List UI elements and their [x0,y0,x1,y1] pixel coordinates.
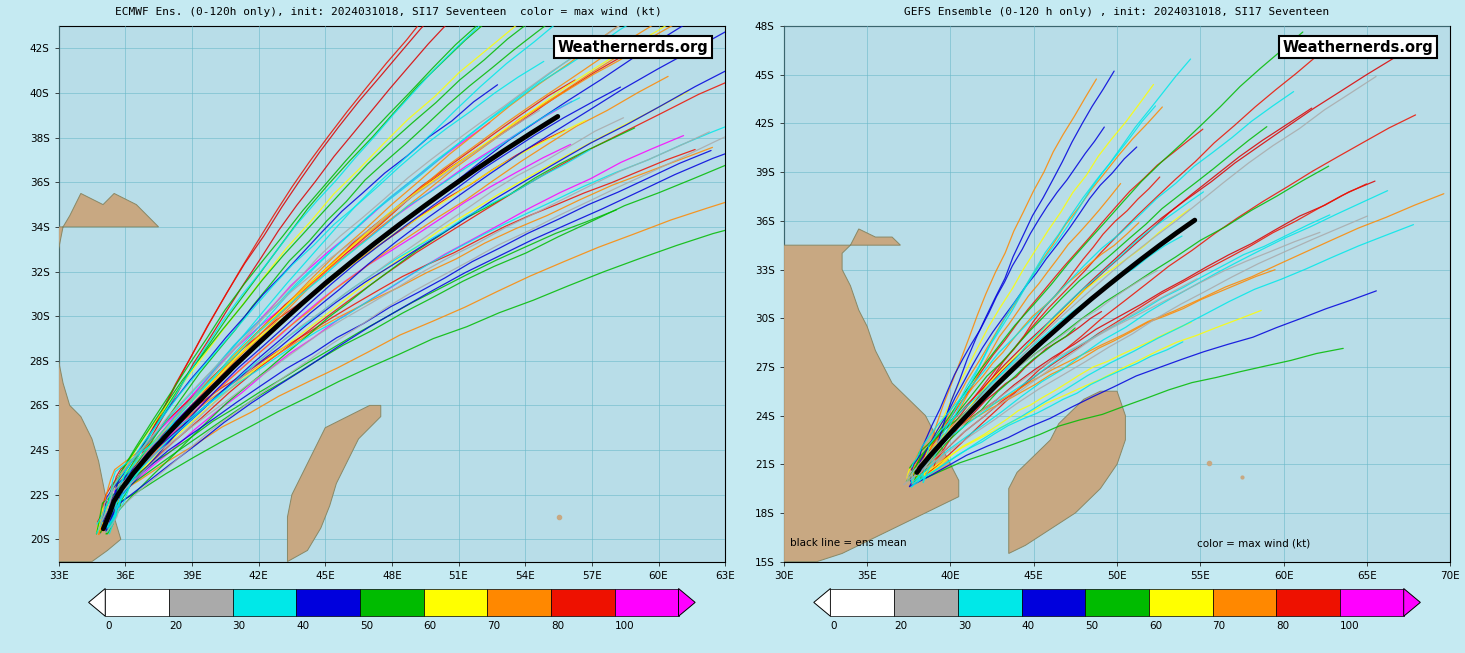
Text: 30: 30 [233,621,246,631]
Text: GEFS Ensemble (0-120 h only) , init: 2024031018, SI17 Seventeen: GEFS Ensemble (0-120 h only) , init: 202… [904,7,1329,16]
Polygon shape [1009,391,1125,554]
Bar [168,588,233,616]
Text: 20: 20 [168,621,182,631]
Bar [615,588,678,616]
Polygon shape [59,193,158,562]
Text: color = max wind (kt): color = max wind (kt) [1197,538,1310,549]
Text: 0: 0 [831,621,837,631]
Text: 70: 70 [488,621,501,631]
Text: 100: 100 [615,621,634,631]
Text: 0: 0 [105,621,111,631]
Polygon shape [1403,588,1421,616]
Bar [1276,588,1340,616]
Text: 60: 60 [423,621,437,631]
Text: Weathernerds.org: Weathernerds.org [558,40,709,54]
Text: 40: 40 [296,621,309,631]
Text: ECMWF Ens. (0-120h only), init: 2024031018, SI17 Seventeen  color = max wind (kt: ECMWF Ens. (0-120h only), init: 20240310… [114,7,662,16]
Bar [296,588,360,616]
Bar [831,588,894,616]
Text: Weathernerds.org: Weathernerds.org [1283,40,1434,54]
Bar [488,588,551,616]
Polygon shape [678,588,696,616]
Text: 20: 20 [894,621,907,631]
Text: 50: 50 [360,621,374,631]
Bar [1149,588,1213,616]
Text: 50: 50 [1086,621,1099,631]
Bar [1021,588,1086,616]
Text: 40: 40 [1021,621,1034,631]
Text: 70: 70 [1213,621,1226,631]
Bar [105,588,168,616]
Bar [958,588,1021,616]
Bar [423,588,488,616]
Text: 80: 80 [551,621,564,631]
Bar [551,588,615,616]
Text: 80: 80 [1276,621,1289,631]
Text: 60: 60 [1149,621,1162,631]
Polygon shape [287,406,381,562]
Text: black line = ens mean: black line = ens mean [791,538,907,549]
Bar [360,588,423,616]
Bar [1086,588,1149,616]
Polygon shape [784,229,958,562]
Bar [1213,588,1276,616]
Text: 30: 30 [958,621,971,631]
Text: 100: 100 [1340,621,1360,631]
Polygon shape [813,588,831,616]
Polygon shape [88,588,105,616]
Bar [894,588,958,616]
Bar [1340,588,1403,616]
Bar [233,588,296,616]
